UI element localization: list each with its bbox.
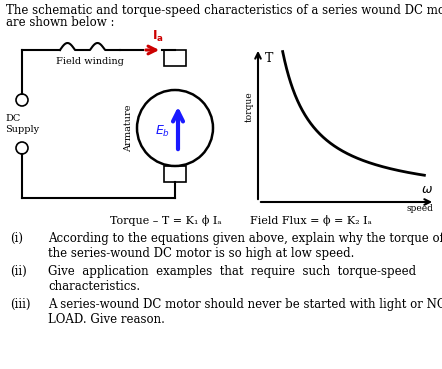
Bar xyxy=(164,50,186,66)
Text: A series-wound DC motor should never be started with light or NO
LOAD. Give reas: A series-wound DC motor should never be … xyxy=(48,298,442,326)
Text: Armature: Armature xyxy=(125,104,133,152)
Text: $E_b$: $E_b$ xyxy=(156,124,171,138)
Circle shape xyxy=(137,90,213,166)
Text: Field Flux = ϕ = K₂ Iₐ: Field Flux = ϕ = K₂ Iₐ xyxy=(250,215,372,226)
Text: speed: speed xyxy=(406,204,433,213)
Text: T: T xyxy=(265,52,273,65)
Text: Torque – T = K₁ ϕ Iₐ: Torque – T = K₁ ϕ Iₐ xyxy=(110,215,221,226)
Text: $\omega$: $\omega$ xyxy=(421,183,433,196)
Text: According to the equations given above, explain why the torque of
the series-wou: According to the equations given above, … xyxy=(48,232,442,260)
Text: Field winding: Field winding xyxy=(56,57,124,66)
Text: Give  application  examples  that  require  such  torque-speed
characteristics.: Give application examples that require s… xyxy=(48,265,416,293)
Text: (i): (i) xyxy=(10,232,23,245)
Text: torque: torque xyxy=(245,91,254,122)
Text: (iii): (iii) xyxy=(10,298,30,311)
Text: are shown below :: are shown below : xyxy=(6,16,114,29)
Bar xyxy=(164,166,186,182)
Text: The schematic and torque-speed characteristics of a series wound DC motor: The schematic and torque-speed character… xyxy=(6,4,442,17)
Text: (ii): (ii) xyxy=(10,265,27,278)
Text: DC
Supply: DC Supply xyxy=(5,114,39,134)
Text: $\bf{I_a}$: $\bf{I_a}$ xyxy=(152,29,164,44)
